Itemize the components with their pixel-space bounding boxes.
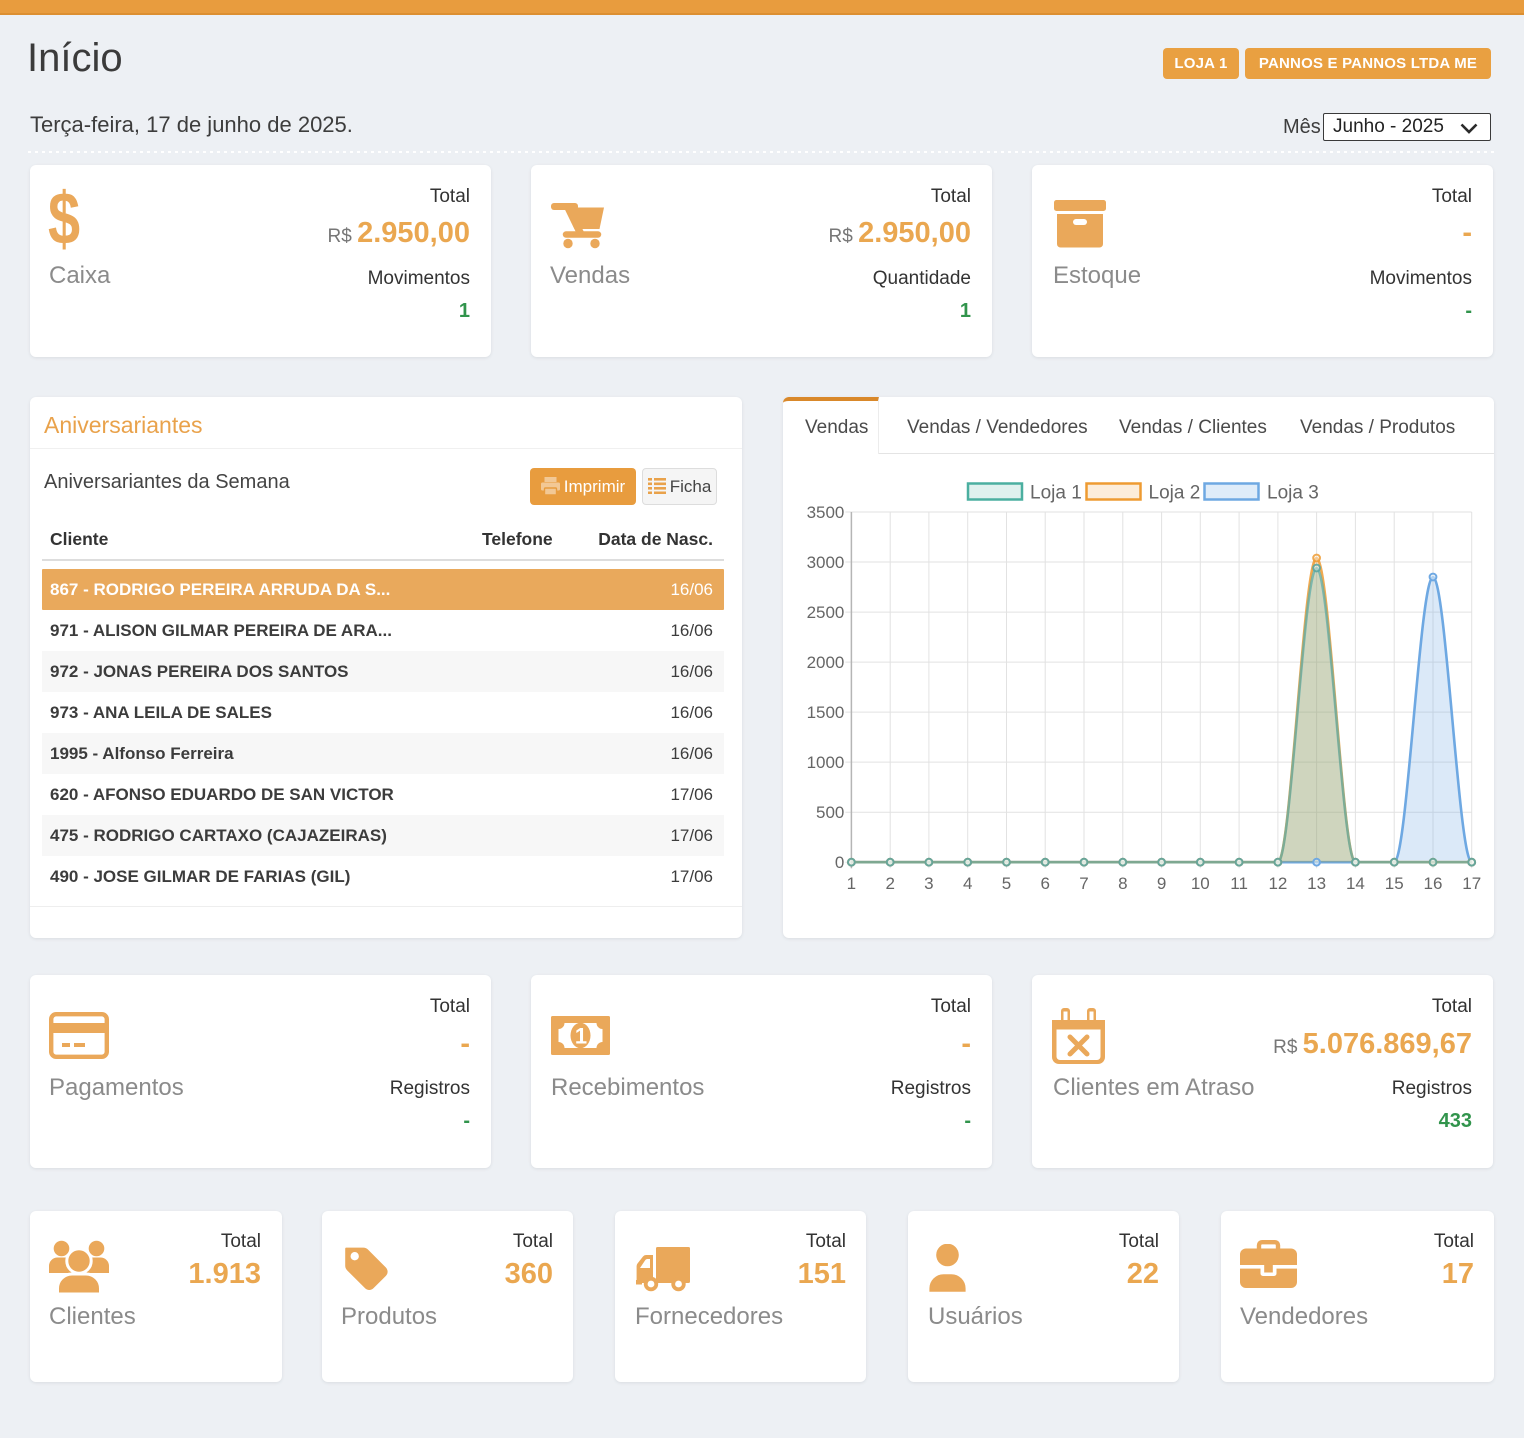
svg-text:2500: 2500 — [807, 603, 845, 622]
svg-text:12: 12 — [1268, 874, 1287, 893]
svg-text:17: 17 — [1462, 874, 1481, 893]
svg-text:1: 1 — [847, 874, 856, 893]
svg-text:13: 13 — [1307, 874, 1326, 893]
svg-text:10: 10 — [1191, 874, 1210, 893]
svg-text:Loja 1: Loja 1 — [1030, 483, 1082, 504]
svg-text:9: 9 — [1157, 874, 1166, 893]
svg-text:14: 14 — [1346, 874, 1365, 893]
svg-text:11: 11 — [1230, 874, 1248, 893]
svg-text:1000: 1000 — [807, 753, 845, 772]
svg-text:Loja 3: Loja 3 — [1267, 483, 1319, 504]
svg-text:1500: 1500 — [807, 703, 845, 722]
svg-text:3000: 3000 — [807, 553, 845, 572]
svg-text:3: 3 — [924, 874, 933, 893]
svg-text:2: 2 — [885, 874, 894, 893]
svg-text:0: 0 — [835, 853, 844, 872]
svg-text:Loja 2: Loja 2 — [1149, 483, 1201, 504]
svg-text:2000: 2000 — [807, 653, 845, 672]
svg-text:3500: 3500 — [807, 503, 845, 522]
svg-text:4: 4 — [963, 874, 972, 893]
svg-text:8: 8 — [1118, 874, 1127, 893]
svg-text:7: 7 — [1079, 874, 1088, 893]
svg-text:6: 6 — [1040, 874, 1049, 893]
svg-text:1: 1 — [575, 1024, 587, 1049]
svg-text:5: 5 — [1002, 874, 1011, 893]
svg-text:16: 16 — [1424, 874, 1443, 893]
svg-text:500: 500 — [816, 803, 844, 822]
svg-text:15: 15 — [1385, 874, 1404, 893]
